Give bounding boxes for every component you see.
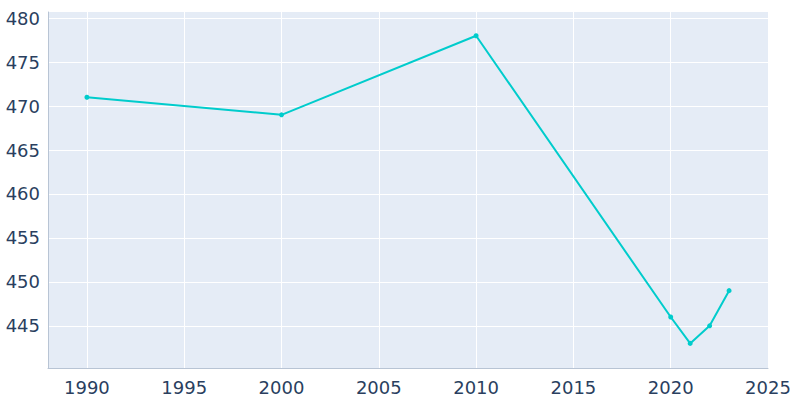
svg-text:480: 480 xyxy=(6,8,40,29)
svg-text:455: 455 xyxy=(6,227,40,248)
svg-text:460: 460 xyxy=(6,183,40,204)
svg-text:470: 470 xyxy=(6,96,40,117)
svg-text:2020: 2020 xyxy=(648,377,694,398)
svg-text:465: 465 xyxy=(6,140,40,161)
svg-text:1990: 1990 xyxy=(64,377,110,398)
svg-text:2015: 2015 xyxy=(550,377,596,398)
svg-text:2010: 2010 xyxy=(453,377,499,398)
svg-text:445: 445 xyxy=(6,315,40,336)
svg-text:2025: 2025 xyxy=(745,377,791,398)
svg-text:450: 450 xyxy=(6,271,40,292)
svg-text:475: 475 xyxy=(6,52,40,73)
svg-text:2005: 2005 xyxy=(356,377,402,398)
svg-text:2000: 2000 xyxy=(259,377,305,398)
svg-text:1995: 1995 xyxy=(161,377,207,398)
